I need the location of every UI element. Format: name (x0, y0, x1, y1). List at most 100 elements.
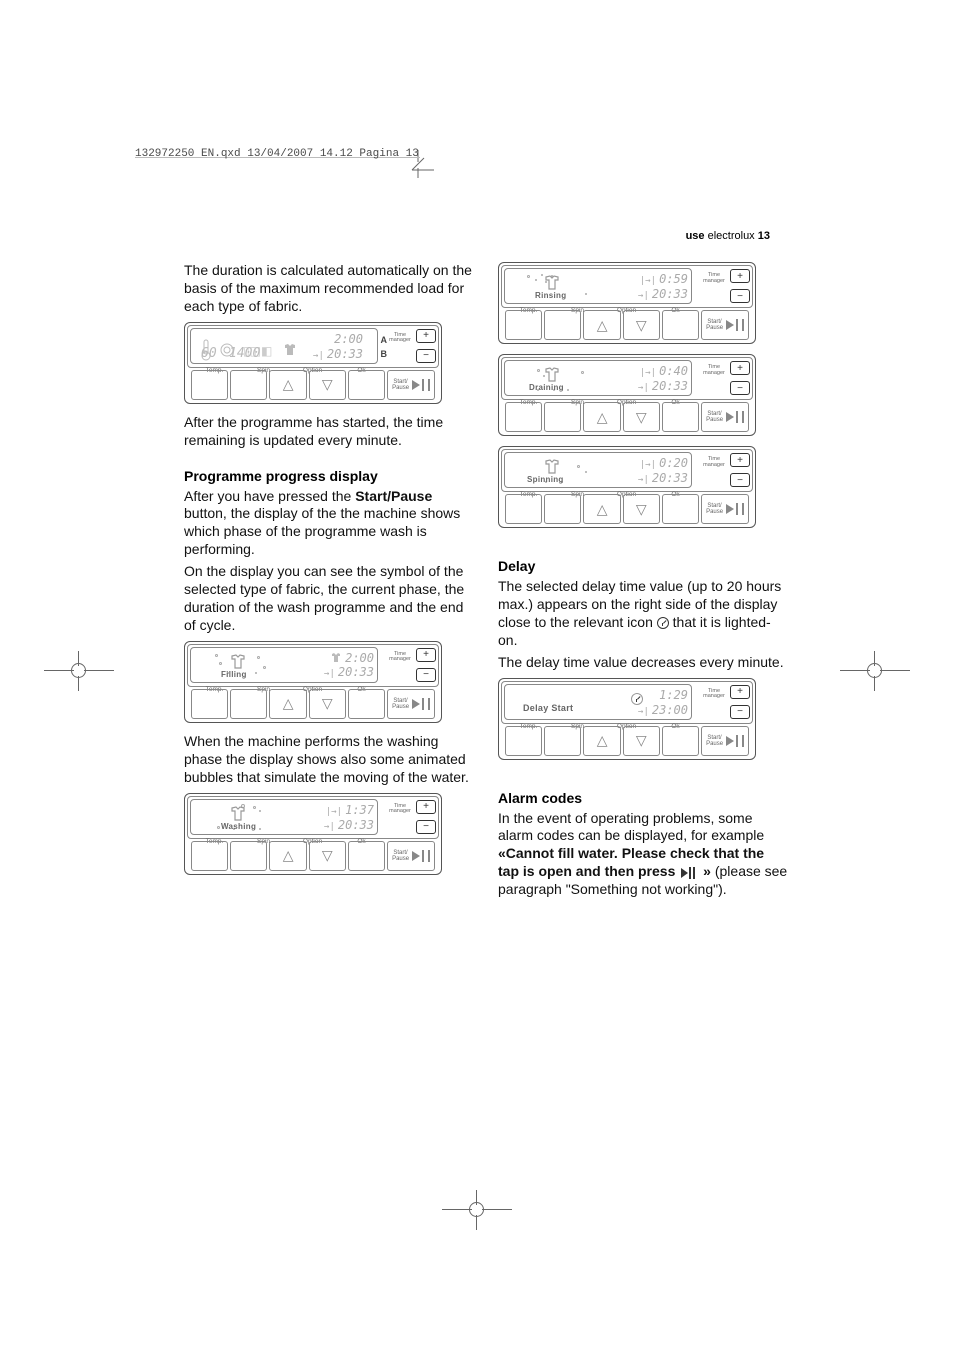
panel-delay: Delay Start 1:29 →|23:00 Timemanager + −… (498, 678, 756, 760)
time-down-button[interactable]: − (730, 705, 750, 719)
clock-icon (657, 617, 669, 629)
heading-alarm: Alarm codes (498, 790, 788, 806)
status-spinning: Spinning (527, 475, 564, 484)
label-a: A (381, 333, 388, 347)
time-down-button[interactable]: − (416, 349, 436, 363)
time-manager-label: Timemanager (702, 457, 726, 468)
registration-mark-right (860, 656, 890, 686)
panel-spinning: Spinning |→|0:20 →|20:33 Timemanager + −… (498, 446, 756, 528)
time-down-button[interactable]: − (416, 820, 436, 834)
time-down-button[interactable]: − (730, 473, 750, 487)
right-column: Rinsing |→|0:59 →|20:33 Timemanager + − … (498, 262, 788, 903)
option-down-button[interactable]: ▽ (623, 726, 660, 756)
status-rinsing: Rinsing (535, 291, 566, 300)
lcd-spinning: Spinning |→|0:20 →|20:33 (504, 452, 692, 488)
time-down-button[interactable]: − (730, 381, 750, 395)
para-delay-2: The delay time value decreases every min… (498, 654, 788, 672)
option-up-button[interactable]: △ (269, 841, 306, 871)
temp-button[interactable] (505, 310, 542, 340)
option-down-button[interactable]: ▽ (309, 689, 346, 719)
option-down-button[interactable]: ▽ (623, 494, 660, 524)
left-column: The duration is calculated automatically… (184, 262, 474, 885)
start-pause-button[interactable]: Start/Pause (701, 402, 749, 432)
para-after-start: After the programme has started, the tim… (184, 414, 474, 450)
spin-button[interactable] (544, 494, 581, 524)
page-header: use electrolux 13 (686, 230, 770, 242)
time-main: 0:59 (659, 272, 688, 286)
start-pause-button[interactable]: Start/Pause (387, 370, 435, 400)
registration-mark-bottom (462, 1195, 492, 1225)
temp-button[interactable] (191, 689, 228, 719)
ok-button[interactable] (662, 726, 699, 756)
start-pause-button[interactable]: Start/Pause (387, 689, 435, 719)
temp-button[interactable] (505, 494, 542, 524)
time-up-button[interactable]: + (730, 269, 750, 283)
time-up-button[interactable]: + (416, 800, 436, 814)
start-pause-button[interactable]: Start/Pause (701, 726, 749, 756)
time-manager-label: Timemanager (388, 804, 412, 815)
header-cut-mark (408, 150, 488, 178)
ok-button[interactable] (348, 689, 385, 719)
option-down-button[interactable]: ▽ (309, 841, 346, 871)
time-end: 20:33 (652, 287, 688, 301)
option-down-button[interactable]: ▽ (623, 402, 660, 432)
time-main: 0:20 (659, 456, 688, 470)
ok-button[interactable] (348, 370, 385, 400)
ok-button[interactable] (662, 494, 699, 524)
shirt-icon (282, 343, 298, 360)
option-up-button[interactable]: △ (269, 370, 306, 400)
temp-button[interactable] (505, 402, 542, 432)
start-pause-inline-icon (679, 867, 699, 879)
option-up-button[interactable]: △ (269, 689, 306, 719)
time-main: 1:29 (659, 688, 688, 702)
start-pause-button[interactable]: Start/Pause (701, 310, 749, 340)
spin-button[interactable] (230, 689, 267, 719)
status-washing: Washing (221, 822, 256, 831)
spin-button[interactable] (544, 726, 581, 756)
temp-button[interactable] (191, 841, 228, 871)
ok-button[interactable] (662, 402, 699, 432)
time-end: 20:33 (652, 379, 688, 393)
time-end: 20:33 (327, 347, 363, 361)
spin-button[interactable] (230, 841, 267, 871)
shirt-small-icon (330, 653, 342, 663)
start-pause-button[interactable]: Start/Pause (701, 494, 749, 524)
time-main: 2:00 (345, 651, 374, 665)
time-up-button[interactable]: + (730, 361, 750, 375)
status-delay: Delay Start (523, 703, 573, 713)
option-up-button[interactable]: △ (583, 494, 620, 524)
para-delay-1: The selected delay time value (up to 20 … (498, 578, 788, 650)
lcd-draining: Draining |→|0:40 →|20:33 (504, 360, 692, 396)
temp-button[interactable] (191, 370, 228, 400)
spin-button[interactable] (544, 402, 581, 432)
time-manager-label: Timemanager (702, 689, 726, 700)
ok-button[interactable] (348, 841, 385, 871)
registration-mark-left (64, 656, 94, 686)
panel-filling: Filling 2:00 →|20:33 Timemanager + − Tem… (184, 641, 442, 723)
spin-button[interactable] (544, 310, 581, 340)
option-up-button[interactable]: △ (583, 310, 620, 340)
lcd-delay: Delay Start 1:29 →|23:00 (504, 684, 692, 720)
para-duration: The duration is calculated automatically… (184, 262, 474, 316)
spin-button[interactable] (230, 370, 267, 400)
time-up-button[interactable]: + (416, 648, 436, 662)
page-header-brand: electrolux (705, 230, 758, 242)
time-up-button[interactable]: + (730, 453, 750, 467)
option-down-button[interactable]: ▽ (623, 310, 660, 340)
time-end: 20:33 (338, 665, 374, 679)
time-down-button[interactable]: − (730, 289, 750, 303)
ok-button[interactable] (662, 310, 699, 340)
time-manager-label: Timemanager (702, 365, 726, 376)
lcd-washing: Washing |→|1:37 →|20:33 (190, 799, 378, 835)
time-up-button[interactable]: + (730, 685, 750, 699)
panel-initial: ▯◫◧ 2:00 →|20:33 A B 60 1400 Timemanager… (184, 322, 442, 404)
start-pause-button[interactable]: Start/Pause (387, 841, 435, 871)
option-up-button[interactable]: △ (583, 402, 620, 432)
temp-button[interactable] (505, 726, 542, 756)
option-up-button[interactable]: △ (583, 726, 620, 756)
spin-value: 1400 (229, 346, 260, 361)
time-down-button[interactable]: − (416, 668, 436, 682)
time-up-button[interactable]: + (416, 329, 436, 343)
option-down-button[interactable]: ▽ (309, 370, 346, 400)
time-main: 0:40 (659, 364, 688, 378)
